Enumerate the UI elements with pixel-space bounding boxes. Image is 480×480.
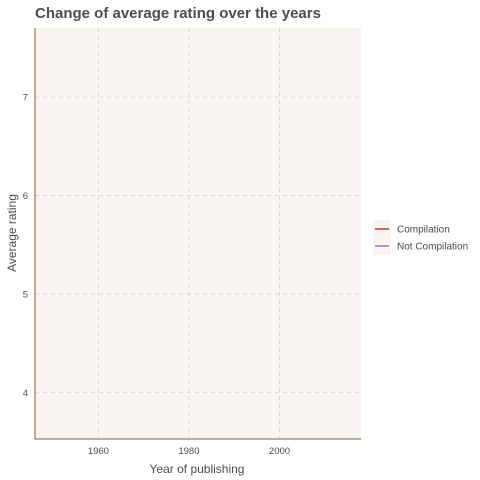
y-axis-title: Average rating	[5, 194, 19, 272]
legend-key-background	[373, 220, 391, 255]
legend: Compilation Not Compilation	[373, 220, 468, 255]
x-tick-label: 2000	[269, 446, 290, 457]
x-tick-label: 1960	[88, 446, 109, 457]
x-tick-label: 1980	[178, 446, 199, 457]
chart-title: Change of average rating over the years	[35, 5, 321, 22]
y-tick-label: 6	[23, 191, 28, 202]
y-tick-labels: 4 5 6 7	[23, 92, 28, 399]
x-tick-labels: 1960 1980 2000	[88, 446, 290, 457]
legend-label: Compilation	[397, 225, 450, 236]
y-gridlines	[35, 96, 361, 394]
y-tick-label: 5	[23, 290, 28, 301]
legend-label: Not Compilation	[397, 242, 468, 253]
y-tick-label: 4	[23, 388, 28, 399]
plot-panel	[35, 28, 361, 439]
x-axis-title: Year of publishing	[150, 462, 245, 476]
y-tick-label: 7	[23, 92, 28, 103]
